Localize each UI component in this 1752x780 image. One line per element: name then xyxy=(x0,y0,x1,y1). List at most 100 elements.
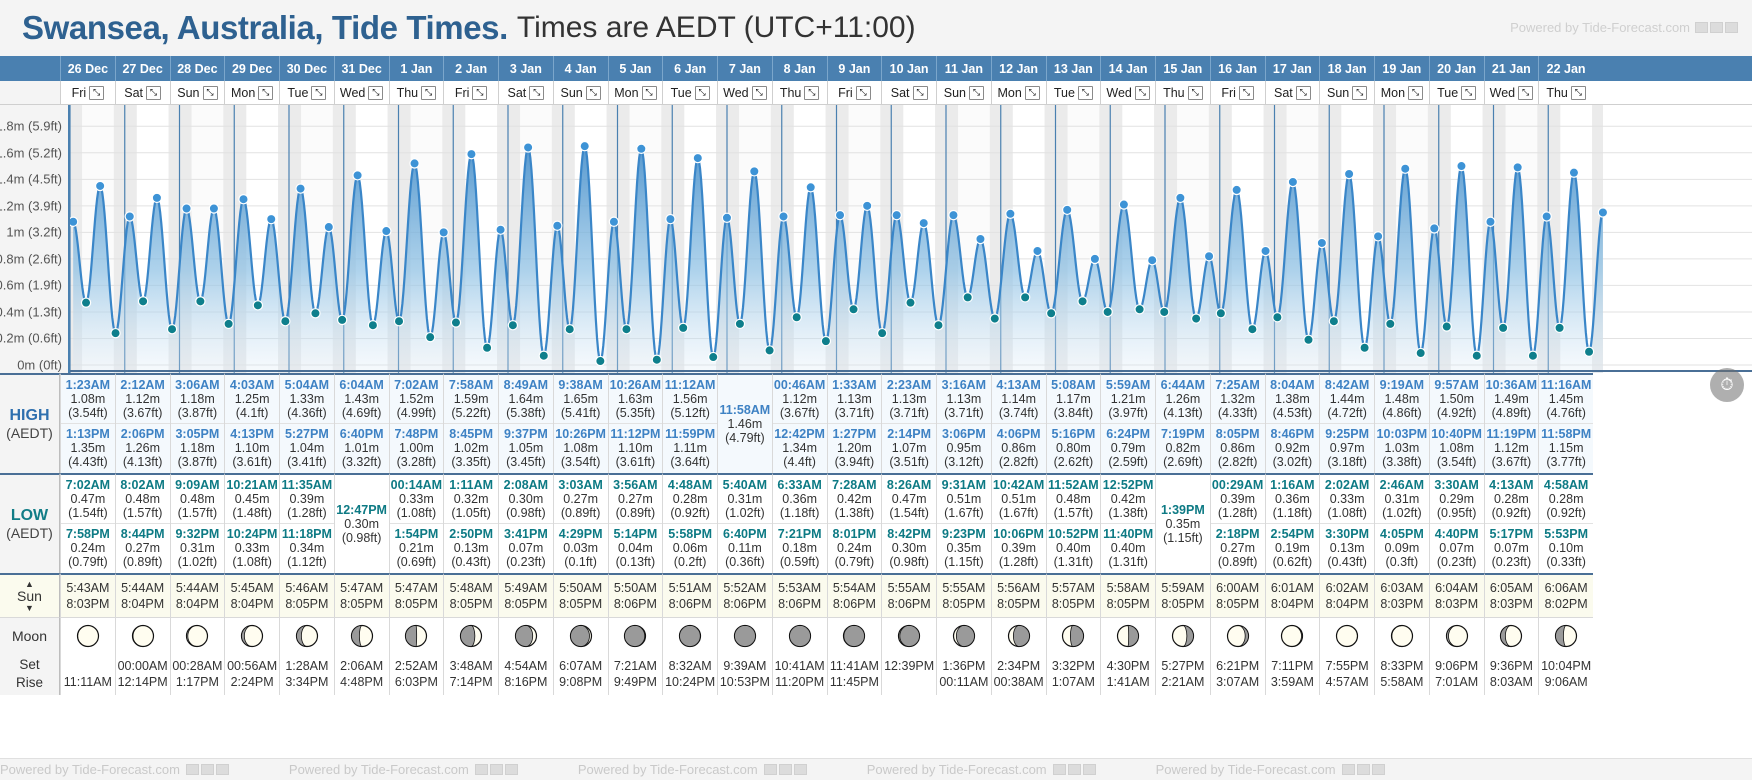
expand-icon[interactable]: ⤡ xyxy=(1352,85,1368,100)
date-header-cell[interactable]: 12 Jan xyxy=(990,56,1046,81)
high-tide-marker[interactable] xyxy=(1372,231,1384,242)
weekday-cell[interactable]: Fri ⤡ xyxy=(1209,81,1265,104)
low-tide-marker[interactable] xyxy=(1190,313,1202,324)
low-tide-marker[interactable] xyxy=(595,355,606,367)
low-tide-marker[interactable] xyxy=(1077,296,1088,307)
high-tide-marker[interactable] xyxy=(522,142,534,153)
low-tide-marker[interactable] xyxy=(538,350,549,361)
date-header-cell[interactable]: 19 Jan xyxy=(1374,56,1429,81)
low-tide-marker[interactable] xyxy=(336,314,348,326)
date-header-cell[interactable]: 1 Jan xyxy=(388,56,444,81)
high-tide-marker[interactable] xyxy=(124,211,135,222)
high-tide-marker[interactable] xyxy=(1456,160,1467,172)
high-tide-marker[interactable] xyxy=(381,225,392,237)
low-tide-marker[interactable] xyxy=(1045,308,1057,319)
low-tide-marker[interactable] xyxy=(223,318,234,330)
low-tide-marker[interactable] xyxy=(252,300,264,311)
high-tide-marker[interactable] xyxy=(975,233,986,245)
low-tide-marker[interactable] xyxy=(166,323,178,335)
expand-icon[interactable]: ⤡ xyxy=(1187,85,1203,100)
low-tide-marker[interactable] xyxy=(764,345,775,356)
date-header-cell[interactable]: 30 Dec xyxy=(279,56,334,81)
high-tide-marker[interactable] xyxy=(1541,211,1552,222)
date-header-cell[interactable]: 27 Dec xyxy=(114,56,170,81)
weekday-cell[interactable]: Thu ⤡ xyxy=(1538,81,1593,104)
expand-icon[interactable]: ⤡ xyxy=(855,85,871,100)
high-tide-marker[interactable] xyxy=(918,217,929,229)
expand-icon[interactable]: ⤡ xyxy=(202,85,218,100)
date-header-cell[interactable]: 26 Dec xyxy=(60,56,115,81)
low-tide-marker[interactable] xyxy=(1554,322,1565,334)
low-tide-marker[interactable] xyxy=(137,296,149,307)
date-header-cell[interactable]: 2 Jan xyxy=(443,56,498,81)
high-tide-marker[interactable] xyxy=(266,213,277,225)
expand-icon[interactable]: ⤡ xyxy=(89,85,105,100)
high-tide-marker[interactable] xyxy=(208,203,220,214)
high-tide-marker[interactable] xyxy=(1597,207,1609,218)
date-header-cell[interactable]: 13 Jan xyxy=(1045,56,1101,81)
high-tide-marker[interactable] xyxy=(749,166,760,177)
low-tide-marker[interactable] xyxy=(820,335,832,347)
date-header-cell[interactable]: 18 Jan xyxy=(1319,56,1374,81)
high-tide-marker[interactable] xyxy=(778,211,789,222)
low-tide-marker[interactable] xyxy=(1159,306,1170,318)
expand-icon[interactable]: ⤡ xyxy=(421,85,437,100)
weekday-cell[interactable]: Fri ⤡ xyxy=(60,81,115,104)
high-tide-marker[interactable] xyxy=(692,152,704,164)
expand-icon[interactable]: ⤡ xyxy=(1570,85,1586,100)
low-tide-marker[interactable] xyxy=(1497,322,1509,334)
high-tide-marker[interactable] xyxy=(891,209,902,221)
low-tide-marker[interactable] xyxy=(1134,304,1145,315)
high-tide-marker[interactable] xyxy=(552,220,563,231)
high-tide-marker[interactable] xyxy=(579,140,590,152)
high-tide-marker[interactable] xyxy=(805,182,816,193)
low-tide-marker[interactable] xyxy=(1385,318,1396,330)
high-tide-marker[interactable] xyxy=(1429,223,1440,234)
expand-icon[interactable]: ⤡ xyxy=(804,85,820,100)
low-tide-marker[interactable] xyxy=(450,317,462,328)
weekday-cell[interactable]: Sat ⤡ xyxy=(1264,81,1320,104)
expand-icon[interactable]: ⤡ xyxy=(1518,85,1534,100)
low-tide-marker[interactable] xyxy=(962,292,973,303)
weekday-cell[interactable]: Mon ⤡ xyxy=(224,81,279,104)
high-tide-marker[interactable] xyxy=(636,143,647,155)
date-header-cell[interactable]: 9 Jan xyxy=(826,56,882,81)
plot-area[interactable] xyxy=(68,105,1752,373)
low-tide-marker[interactable] xyxy=(564,323,575,335)
low-tide-marker[interactable] xyxy=(110,327,121,339)
low-tide-marker[interactable] xyxy=(481,342,493,353)
date-header-cell[interactable]: 16 Jan xyxy=(1209,56,1265,81)
weekday-cell[interactable]: Sun ⤡ xyxy=(552,81,608,104)
date-header-cell[interactable]: 7 Jan xyxy=(717,56,772,81)
expand-icon[interactable]: ⤡ xyxy=(368,85,384,100)
expand-icon[interactable]: ⤡ xyxy=(641,85,657,100)
weekday-cell[interactable]: Sun ⤡ xyxy=(936,81,991,104)
low-tide-marker[interactable] xyxy=(310,308,321,319)
date-header-cell[interactable]: 20 Jan xyxy=(1428,56,1484,81)
expand-icon[interactable]: ⤡ xyxy=(1238,85,1254,100)
high-tide-marker[interactable] xyxy=(608,216,620,227)
low-tide-marker[interactable] xyxy=(1303,334,1314,345)
high-tide-marker[interactable] xyxy=(1203,251,1215,262)
weekday-cell[interactable]: Sat ⤡ xyxy=(881,81,936,104)
weekday-cell[interactable]: Thu ⤡ xyxy=(771,81,827,104)
weekday-cell[interactable]: Wed ⤡ xyxy=(717,81,772,104)
low-tide-marker[interactable] xyxy=(876,327,888,339)
high-tide-marker[interactable] xyxy=(70,216,79,227)
low-tide-marker[interactable] xyxy=(507,320,519,331)
date-header-cell[interactable]: 5 Jan xyxy=(607,56,663,81)
expand-icon[interactable]: ⤡ xyxy=(912,85,928,100)
date-header-cell[interactable]: 11 Jan xyxy=(936,56,991,81)
expand-icon[interactable]: ⤡ xyxy=(585,85,601,100)
high-tide-marker[interactable] xyxy=(1147,255,1158,266)
weekday-cell[interactable]: Sun ⤡ xyxy=(1319,81,1374,104)
high-tide-marker[interactable] xyxy=(151,192,163,204)
expand-icon[interactable]: ⤡ xyxy=(258,85,274,100)
high-tide-marker[interactable] xyxy=(352,170,363,181)
high-tide-marker[interactable] xyxy=(1316,237,1328,249)
low-tide-marker[interactable] xyxy=(791,312,802,323)
high-tide-marker[interactable] xyxy=(466,148,477,160)
low-tide-marker[interactable] xyxy=(621,323,632,335)
high-tide-marker[interactable] xyxy=(1231,184,1242,196)
low-tide-marker[interactable] xyxy=(280,316,291,327)
